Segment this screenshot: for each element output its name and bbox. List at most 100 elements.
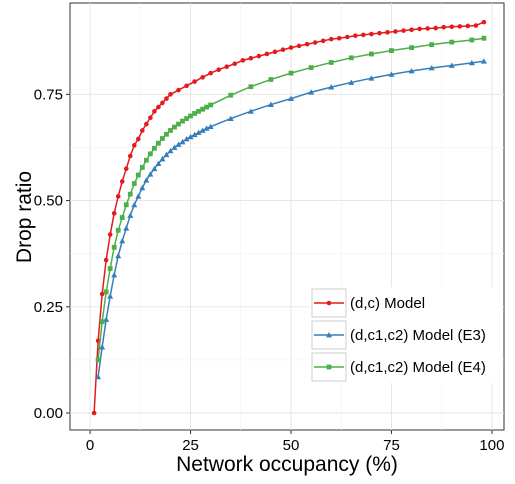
data-point: [208, 102, 214, 108]
data-point: [135, 193, 142, 199]
data-point: [228, 92, 234, 98]
x-tick-label: 0: [86, 437, 94, 454]
x-axis-title: Network occupancy (%): [176, 453, 398, 476]
data-point: [200, 106, 206, 112]
data-point: [156, 140, 161, 146]
data-point: [111, 271, 118, 278]
data-point: [468, 59, 475, 66]
y-tick-label: 0.75: [34, 86, 63, 103]
data-point: [388, 71, 395, 77]
data-point: [441, 24, 447, 30]
data-point: [469, 37, 475, 43]
data-point: [151, 165, 158, 172]
data-point: [171, 144, 178, 150]
data-point: [103, 289, 109, 295]
y-tick-label: 0.50: [34, 193, 63, 210]
data-point: [216, 67, 221, 73]
data-point: [288, 70, 294, 76]
data-point: [119, 215, 125, 220]
data-point: [119, 179, 125, 184]
data-point: [328, 84, 335, 90]
data-point: [179, 138, 186, 145]
series-3: [95, 35, 487, 363]
data-point: [143, 177, 150, 183]
data-point: [111, 244, 117, 250]
x-tick-label: 50: [283, 437, 300, 454]
data-point: [176, 121, 181, 127]
data-point: [131, 143, 137, 148]
data-point: [336, 35, 342, 41]
data-point: [320, 38, 326, 44]
data-point: [176, 87, 181, 93]
y-axis-title: Drop ratio: [13, 171, 36, 263]
data-point: [204, 104, 210, 110]
data-point: [95, 357, 101, 363]
legend-key-marker: [326, 300, 332, 306]
axis-layer: 0 25 50 75 100 0.00 0.25 0.50 0.75: [34, 86, 505, 454]
data-point: [175, 141, 182, 147]
data-point: [123, 225, 130, 231]
data-point: [195, 129, 202, 135]
series-2: [95, 58, 487, 380]
data-point: [135, 172, 141, 178]
series-layer: [91, 19, 487, 416]
data-point: [159, 155, 166, 162]
data-point: [164, 96, 169, 101]
data-point: [361, 32, 366, 38]
data-point: [481, 19, 487, 25]
data-point: [248, 84, 254, 90]
data-point: [196, 108, 201, 114]
data-point: [163, 151, 170, 158]
data-point: [428, 65, 435, 71]
data-point: [167, 147, 174, 154]
data-point: [200, 75, 205, 80]
data-point: [280, 47, 286, 53]
data-point: [111, 211, 117, 216]
data-point: [433, 25, 438, 31]
data-point: [308, 89, 315, 95]
data-point: [160, 100, 165, 106]
data-point: [155, 160, 162, 167]
data-point: [147, 171, 154, 177]
data-point: [139, 165, 145, 170]
data-point: [304, 41, 310, 47]
series-1: [91, 19, 487, 416]
y-tick-label: 0.00: [34, 405, 63, 422]
data-point: [131, 201, 138, 208]
data-point: [473, 23, 479, 28]
data-point: [136, 136, 141, 142]
data-point: [248, 55, 254, 61]
data-point: [107, 266, 113, 271]
data-point: [264, 51, 270, 57]
data-point: [91, 410, 97, 416]
data-point: [160, 136, 165, 141]
x-tick-label: 100: [479, 437, 504, 454]
data-point: [184, 116, 189, 121]
data-point: [312, 40, 318, 45]
data-point: [152, 109, 157, 114]
data-point: [180, 118, 185, 124]
data-point: [232, 61, 238, 67]
data-point: [296, 43, 302, 49]
data-point: [224, 64, 230, 70]
data-point: [143, 157, 149, 163]
data-point: [480, 58, 487, 64]
data-point: [147, 151, 153, 157]
minor-grid: [70, 3, 504, 430]
data-point: [207, 123, 214, 130]
data-point: [348, 55, 354, 61]
data-point: [240, 58, 246, 63]
data-point: [115, 227, 121, 233]
data-point: [123, 166, 129, 172]
data-point: [192, 79, 197, 84]
data-point: [389, 48, 394, 53]
data-point: [127, 153, 133, 159]
data-point: [288, 95, 295, 101]
data-point: [377, 30, 382, 36]
data-point: [103, 316, 110, 322]
data-point: [409, 45, 414, 51]
data-point: [449, 24, 455, 30]
data-point: [247, 108, 254, 114]
data-point: [188, 113, 193, 119]
